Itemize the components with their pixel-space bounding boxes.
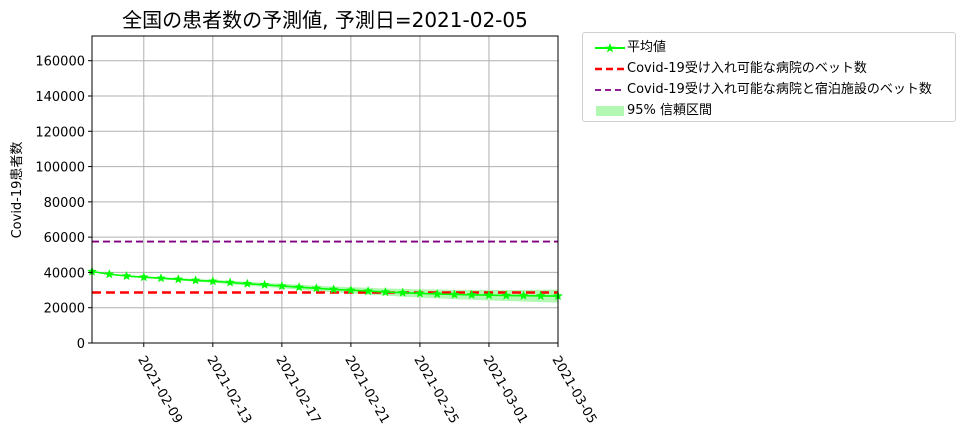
mean-point-8	[225, 277, 235, 287]
mean-point-13	[311, 283, 322, 293]
star-marker-icon	[605, 43, 615, 53]
chart-legend: 平均値 Covid-19受け入れ可能な病院のベット数 Covid-19受け入れ可…	[582, 32, 956, 122]
y-tick-label-4: 80000	[44, 196, 85, 211]
y-tick-label-1: 20000	[44, 302, 85, 317]
mean-point-23	[484, 290, 494, 300]
mean-point-14	[328, 284, 339, 294]
x-tick-label-4: 2021-02-25	[410, 354, 461, 427]
mean-point-22	[466, 289, 477, 299]
mean-point-1	[104, 269, 114, 279]
bed-capacity-lines	[92, 240, 558, 294]
x-tick-label-1: 2021-02-13	[203, 354, 254, 427]
y-tick-label-8: 160000	[35, 55, 85, 70]
mean-point-21	[449, 289, 460, 299]
mean-point-24	[501, 290, 511, 300]
mean-point-2	[121, 271, 132, 280]
legend-label-hospital-beds: Covid-19受け入れ可能な病院のベット数	[627, 61, 867, 76]
mean-point-6	[190, 275, 201, 285]
mean-point-3	[139, 272, 149, 282]
mean-point-4	[156, 273, 166, 283]
mean-point-7	[208, 276, 218, 286]
y-tick-label-3: 60000	[44, 231, 85, 246]
legend-label-hospital-hotel-beds: Covid-19受け入れ可能な病院と宿泊施設のベット数	[627, 82, 932, 97]
x-tick-label-0: 2021-02-09	[134, 354, 185, 427]
y-axis-label: Covid-19患者数	[10, 142, 25, 239]
mean-point-10	[259, 279, 270, 289]
y-tick-label-2: 40000	[44, 266, 85, 281]
legend-label-mean: 平均値	[627, 40, 667, 55]
mean-point-15	[346, 285, 356, 295]
y-tick-label-7: 140000	[35, 90, 85, 105]
legend-swatch-mean	[595, 43, 625, 53]
mean-point-19	[415, 288, 425, 298]
mean-point-17	[380, 287, 391, 297]
legend-item-confidence-band: 95% 信頼区間	[583, 101, 955, 121]
x-tick-label-2: 2021-02-17	[272, 354, 323, 427]
mean-point-16	[363, 286, 373, 296]
x-tick-label-3: 2021-02-21	[341, 354, 392, 427]
legend-item-mean: 平均値	[583, 38, 955, 58]
legend-swatch-hospital-beds	[595, 67, 625, 71]
chart-title: 全国の患者数の予測値, 予測日=2021-02-05	[122, 8, 528, 32]
mean-point-26	[536, 290, 546, 300]
x-tick-label-6: 2021-03-05	[549, 354, 600, 427]
legend-item-hospital-beds: Covid-19受け入れ可能な病院のベット数	[583, 59, 955, 79]
y-tick-label-6: 120000	[35, 125, 85, 140]
mean-line-layer	[87, 266, 563, 301]
y-axis-ticks: 0 20000 40000 60000 80000 100000 120000 140000 1…	[35, 55, 92, 352]
legend-swatch-confidence-band	[596, 106, 624, 116]
mean-point-11	[277, 281, 287, 291]
legend-item-hospital-hotel-beds: Covid-19受け入れ可能な病院と宿泊施設のベット数	[583, 80, 955, 100]
y-tick-label-0: 0	[77, 337, 85, 352]
mean-point-20	[432, 289, 442, 298]
legend-label-confidence-band: 95% 信頼区間	[627, 103, 713, 118]
x-axis-ticks: 2021-02-09 2021-02-13 2021-02-17 2021-02-21…	[134, 343, 599, 426]
legend-swatch-hospital-hotel-beds	[595, 89, 625, 91]
mean-point-9	[242, 278, 253, 288]
plot-frame	[91, 35, 559, 344]
mean-point-25	[518, 290, 529, 300]
mean-line	[91, 270, 559, 297]
x-tick-label-5: 2021-03-01	[479, 354, 530, 427]
mean-point-5	[173, 274, 184, 284]
mean-point-18	[397, 287, 408, 297]
y-tick-label-5: 100000	[35, 161, 85, 176]
mean-point-12	[294, 282, 304, 292]
